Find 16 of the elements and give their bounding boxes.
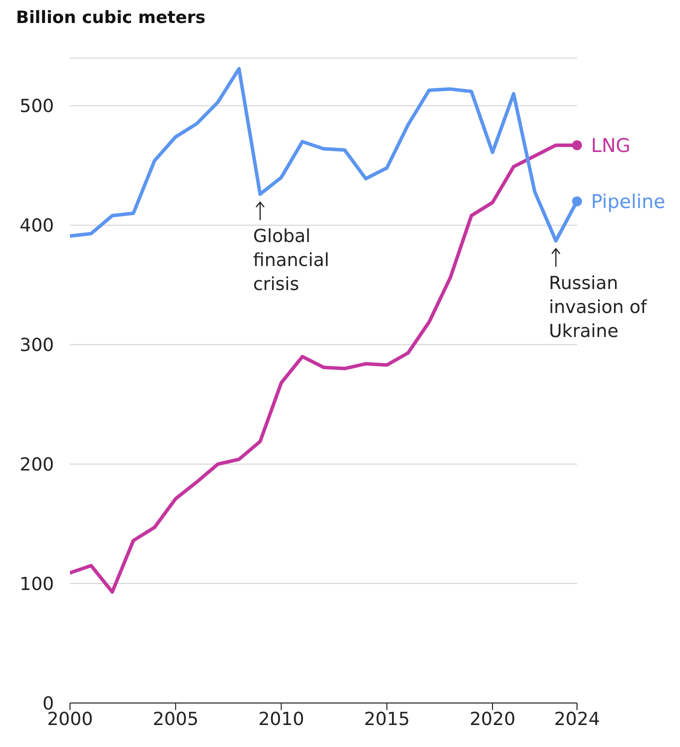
y-tick-label: 400	[20, 216, 54, 237]
x-tick-label: 2020	[470, 708, 516, 730]
x-tick-label: 2015	[364, 708, 410, 730]
x-tick-label: 2024	[554, 708, 600, 730]
y-axis-title: Billion cubic meters	[16, 8, 207, 28]
annotation: Global financial crisis	[253, 226, 330, 296]
x-tick-label: 2010	[258, 708, 304, 730]
x-tick-label: 2005	[152, 708, 199, 730]
y-tick-label: 300	[20, 335, 54, 356]
x-tick-label: 2000	[47, 708, 93, 730]
y-tick-label: 200	[20, 454, 54, 476]
y-tick-label: 500	[20, 96, 54, 118]
series-label: LNG	[591, 134, 631, 157]
series-label: Pipeline	[591, 190, 666, 213]
y-tick-label: 100	[20, 574, 54, 595]
annotation: Russian invasion of Ukraine	[548, 272, 648, 342]
